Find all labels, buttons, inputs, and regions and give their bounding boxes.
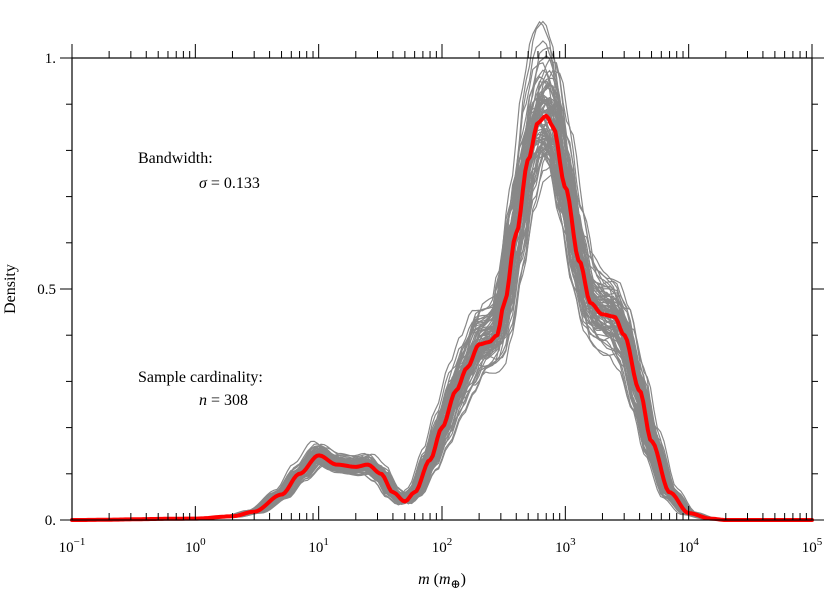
bootstrap-curve xyxy=(72,137,812,521)
x-axis-title: m (m⊕) xyxy=(418,571,466,591)
bootstrap-curves xyxy=(72,20,812,521)
bandwidth-value: σ = 0.133 xyxy=(199,175,260,192)
y-axis-title: Density xyxy=(2,264,19,314)
bootstrap-curve xyxy=(72,173,812,521)
bootstrap-curve xyxy=(72,135,812,521)
y-tick-label: 0.5 xyxy=(37,282,56,298)
bootstrap-curve xyxy=(72,141,812,521)
bootstrap-curve xyxy=(72,145,812,521)
bootstrap-curve xyxy=(72,138,812,521)
y-ticks xyxy=(60,57,824,521)
x-tick-label: 103 xyxy=(555,536,576,556)
x-tick-label: 104 xyxy=(678,536,699,556)
x-tick-label: 102 xyxy=(432,536,453,556)
bootstrap-curve xyxy=(72,77,812,521)
cardinality-label: Sample cardinality: xyxy=(138,369,263,386)
bootstrap-curve xyxy=(72,150,812,521)
cardinality-value: n = 308 xyxy=(199,392,248,409)
bootstrap-curve xyxy=(72,138,812,521)
bandwidth-label: Bandwidth: xyxy=(138,150,213,167)
bootstrap-curve xyxy=(72,150,812,521)
bootstrap-curve xyxy=(72,138,812,521)
y-tick-label: 1. xyxy=(45,51,56,67)
bootstrap-curve xyxy=(72,137,812,521)
bootstrap-curve xyxy=(72,141,812,521)
bootstrap-curve xyxy=(72,146,812,521)
bootstrap-curve xyxy=(72,136,812,521)
bootstrap-curve xyxy=(72,145,812,521)
bootstrap-curve xyxy=(72,149,812,521)
bootstrap-curve xyxy=(72,143,812,521)
x-tick-label: 105 xyxy=(802,536,823,556)
bootstrap-curve xyxy=(72,166,812,521)
y-tick-labels: 0. 0.5 1. xyxy=(37,51,56,529)
bootstrap-curve xyxy=(72,142,812,521)
bootstrap-curve xyxy=(72,136,812,521)
bootstrap-curve xyxy=(72,153,812,521)
x-ticks xyxy=(71,44,813,520)
y-tick-label: 0. xyxy=(45,513,56,529)
bootstrap-curve xyxy=(72,143,812,521)
x-tick-label: 100 xyxy=(185,536,206,556)
bootstrap-curve xyxy=(72,136,812,521)
x-tick-labels: 10−1 100 101 102 103 104 105 xyxy=(59,536,823,556)
x-tick-label: 101 xyxy=(308,536,329,556)
bootstrap-curve xyxy=(72,150,812,521)
x-tick-label: 10−1 xyxy=(59,536,86,556)
